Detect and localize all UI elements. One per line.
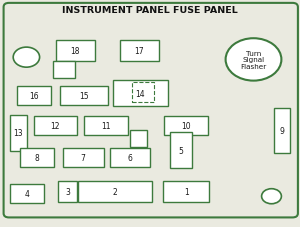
Text: 4: 4: [25, 189, 29, 198]
Circle shape: [262, 189, 281, 204]
Text: 2: 2: [113, 187, 118, 196]
Bar: [10, 116, 27, 151]
Text: 8: 8: [34, 153, 39, 162]
Text: 12: 12: [51, 121, 60, 131]
Text: 3: 3: [65, 187, 70, 196]
Text: 7: 7: [81, 153, 86, 162]
Bar: [84, 117, 128, 135]
Bar: [16, 86, 51, 106]
Bar: [58, 182, 77, 202]
Bar: [53, 61, 75, 78]
Text: 1: 1: [184, 187, 188, 196]
Text: Signal: Signal: [242, 57, 265, 63]
Circle shape: [13, 48, 40, 68]
Bar: [60, 86, 108, 106]
Text: Turn: Turn: [246, 50, 261, 56]
Text: 18: 18: [70, 47, 80, 56]
Text: 10: 10: [181, 121, 190, 131]
Bar: [112, 81, 168, 107]
Bar: [130, 131, 147, 147]
Bar: [164, 117, 208, 135]
Bar: [274, 109, 290, 153]
Bar: [163, 182, 209, 202]
Bar: [10, 184, 44, 203]
Bar: [170, 133, 192, 168]
Text: INSTRUMENT PANEL FUSE PANEL: INSTRUMENT PANEL FUSE PANEL: [62, 6, 238, 15]
Bar: [78, 182, 152, 202]
Text: 17: 17: [135, 47, 144, 56]
Bar: [20, 149, 54, 167]
Text: 15: 15: [79, 91, 89, 100]
Text: 13: 13: [14, 129, 23, 138]
Text: 9: 9: [279, 127, 284, 136]
FancyBboxPatch shape: [4, 4, 298, 217]
Text: 6: 6: [127, 153, 132, 162]
Bar: [110, 149, 150, 167]
Bar: [120, 41, 159, 61]
Bar: [63, 149, 104, 167]
Text: 5: 5: [179, 146, 184, 155]
Bar: [132, 82, 154, 102]
Text: 14: 14: [135, 89, 145, 98]
Text: 11: 11: [101, 121, 111, 131]
Bar: [56, 41, 94, 61]
Text: 16: 16: [29, 91, 39, 100]
Circle shape: [226, 39, 281, 81]
Bar: [34, 117, 77, 135]
Text: Flasher: Flasher: [240, 64, 267, 70]
